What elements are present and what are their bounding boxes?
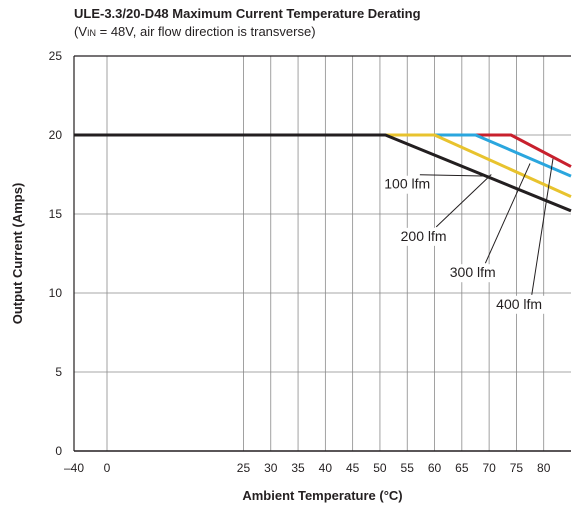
x-tick-label-55: 55	[401, 461, 415, 475]
annotation-label-100-lfm: 100 lfm	[384, 176, 430, 192]
grid	[74, 56, 571, 451]
plot-frame	[73, 55, 571, 452]
y-tick-label-0: 0	[55, 444, 62, 458]
series-lines	[74, 133, 572, 213]
x-tick-label-40: –40	[64, 461, 84, 475]
x-tick-label-25: 25	[237, 461, 251, 475]
annotation-leader-100-lfm	[419, 174, 490, 177]
series-line-100-lfm	[74, 133, 572, 213]
subtitle-suffix: = 48V, air flow direction is transverse)	[96, 24, 316, 39]
chart-subtitle: (VIN = 48V, air flow direction is transv…	[74, 24, 316, 39]
y-tick-label-5: 5	[55, 365, 62, 379]
x-tick-label-75: 75	[510, 461, 524, 475]
annotation-leader-400-lfm	[531, 158, 554, 295]
x-tick-label-50: 50	[373, 461, 387, 475]
annotation-label-200-lfm: 200 lfm	[401, 228, 447, 244]
annotation-label-400-lfm: 400 lfm	[496, 296, 542, 312]
x-tick-label-65: 65	[455, 461, 469, 475]
subtitle-prefix: (V	[74, 24, 87, 39]
annotation-background	[446, 264, 499, 283]
x-axis-title: Ambient Temperature (°C)	[242, 488, 402, 503]
annotation-label-300-lfm: 300 lfm	[450, 264, 496, 280]
series-line-300-lfm	[74, 133, 572, 178]
x-tick-label-40: 40	[319, 461, 333, 475]
subtitle-subscript: IN	[87, 28, 96, 38]
y-tick-label-10: 10	[49, 286, 63, 300]
x-tick-label-70: 70	[482, 461, 496, 475]
x-tick-label-80: 80	[537, 461, 551, 475]
annotation-background	[493, 295, 546, 314]
y-tick-label-25: 25	[49, 49, 63, 63]
chart-title: ULE-3.3/20-D48 Maximum Current Temperatu…	[74, 6, 421, 21]
annotation-background	[381, 175, 434, 194]
annotation-leader-200-lfm	[435, 174, 492, 228]
x-tick-label-60: 60	[428, 461, 442, 475]
y-tick-label-20: 20	[49, 128, 63, 142]
x-tick-label-35: 35	[291, 461, 305, 475]
x-tick-label-30: 30	[264, 461, 278, 475]
x-tick-label-45: 45	[346, 461, 360, 475]
annotation-leader-300-lfm	[484, 163, 531, 264]
y-tick-label-15: 15	[49, 207, 63, 221]
x-tick-label-0: 0	[104, 461, 111, 475]
y-axis-title: Output Current (Amps)	[10, 183, 25, 325]
annotation-background	[397, 227, 450, 246]
